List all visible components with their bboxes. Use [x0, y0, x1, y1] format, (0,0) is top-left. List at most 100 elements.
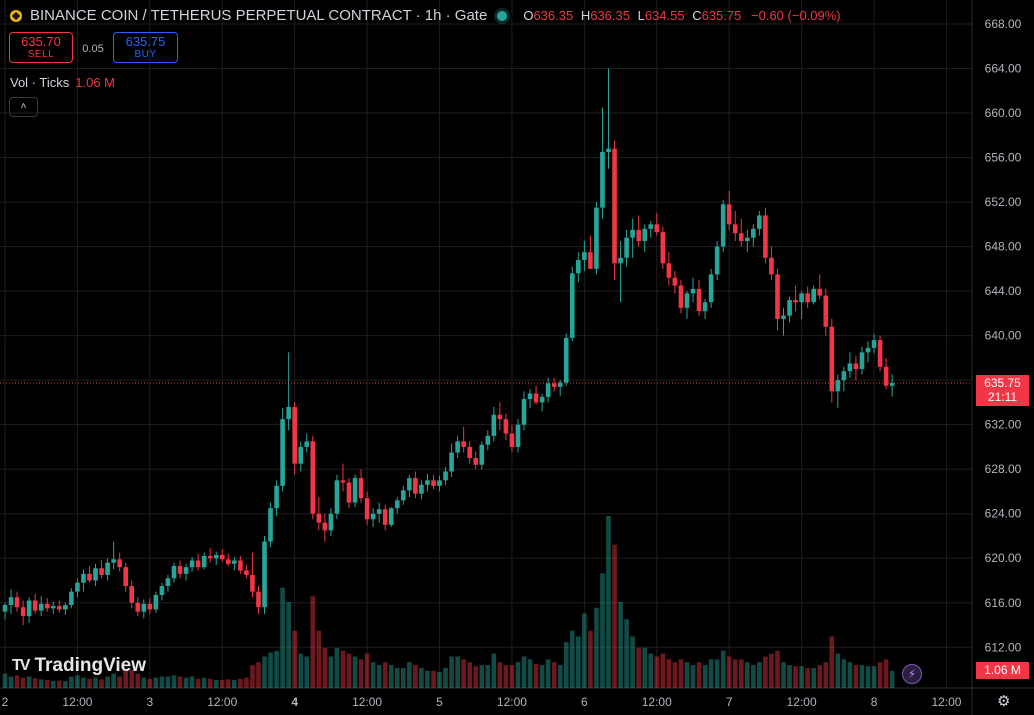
- candle-body: [738, 233, 744, 242]
- volume-bar: [431, 670, 436, 688]
- volume-bar: [545, 659, 551, 688]
- collapse-legend-button[interactable]: ˄: [9, 97, 38, 117]
- volume-bar: [738, 659, 744, 688]
- volume-bar: [26, 676, 32, 688]
- candle-body: [219, 554, 225, 560]
- candle-body: [883, 366, 889, 386]
- candle-body: [165, 578, 171, 587]
- candle-body: [346, 482, 352, 503]
- candle-body: [280, 419, 285, 486]
- volume-bar: [135, 673, 141, 688]
- candle-body: [32, 600, 38, 611]
- candle-body: [509, 433, 515, 447]
- volume-bar: [213, 679, 219, 688]
- volume-bar: [238, 678, 243, 688]
- volume-bar: [654, 656, 660, 688]
- volume-bar: [153, 677, 159, 688]
- volume-bar: [129, 669, 135, 688]
- volume-bar: [600, 573, 605, 688]
- candle-body: [576, 259, 581, 274]
- volume-bar: [527, 659, 533, 688]
- time-axis[interactable]: 2 12:00 3 12:00 4 12:00 5 12:00 6 12:00 7 12:00 8 12:…: [2, 695, 962, 709]
- candle-body: [491, 414, 497, 436]
- volume-bar: [618, 602, 623, 688]
- volume-bar: [159, 676, 165, 688]
- volume-bar: [328, 656, 334, 688]
- volume-bar: [388, 665, 394, 688]
- candle-body: [8, 597, 14, 605]
- candle-body: [781, 315, 786, 319]
- tradingview-logo[interactable]: TV TradingView: [12, 655, 146, 677]
- price-axis[interactable]: 668.00 664.00 660.00 656.00 652.00 648.00 644.…: [985, 17, 1022, 654]
- volume-bar: [569, 630, 575, 688]
- symbol-title[interactable]: BINANCE COIN / TETHERUS PERPETUAL CONTRA…: [30, 7, 488, 24]
- candle-body: [521, 399, 527, 425]
- volume-bar: [763, 656, 768, 688]
- open-label: O: [523, 8, 534, 23]
- candle-body: [763, 215, 768, 258]
- volume-bar: [93, 677, 98, 688]
- candle-body: [57, 606, 62, 610]
- price-tick-label: 656.00: [985, 151, 1022, 165]
- candle-body: [292, 406, 297, 464]
- last-price-value: 635.75: [984, 376, 1021, 390]
- volume-bar: [582, 613, 587, 688]
- sell-button[interactable]: 635.70 SELL: [9, 32, 73, 63]
- volume-bar: [684, 662, 690, 688]
- candle-body: [388, 508, 394, 525]
- buy-button[interactable]: 635.75 BUY: [113, 32, 178, 63]
- candle-body: [262, 541, 267, 608]
- volume-bar: [781, 662, 786, 688]
- candle-body: [213, 554, 219, 559]
- volume-bar: [533, 663, 539, 688]
- volume-bar: [690, 665, 696, 688]
- candle-body: [147, 603, 153, 610]
- volume-bar: [726, 656, 732, 688]
- candle-body: [81, 573, 86, 583]
- candle-body: [244, 570, 249, 575]
- volume-bar: [376, 665, 382, 688]
- volume-bar: [503, 665, 509, 688]
- open-value: 636.35: [533, 8, 574, 23]
- price-tick-label: 652.00: [985, 195, 1022, 209]
- high-label: H: [580, 8, 591, 23]
- volume-bar: [678, 659, 684, 688]
- volume-bar: [630, 636, 635, 688]
- volume-bar: [316, 630, 322, 688]
- volume-bar: [358, 659, 364, 688]
- low-value: 634.55: [644, 8, 685, 23]
- candle-body: [250, 574, 255, 592]
- candle-body: [183, 567, 189, 574]
- volume-bar: [44, 679, 50, 688]
- candle-body: [2, 604, 8, 612]
- candle-body: [751, 228, 756, 238]
- volume-bar: [479, 665, 485, 688]
- volume-bar: [219, 679, 225, 688]
- time-tick-label: 12:00: [642, 695, 672, 709]
- time-tick-label: 8: [871, 695, 878, 709]
- volume-bar: [720, 650, 726, 688]
- candle-body: [799, 293, 804, 303]
- candle-body: [467, 446, 472, 459]
- candle-body: [696, 288, 702, 312]
- candle-body: [636, 229, 641, 242]
- candle-body: [527, 393, 533, 400]
- candle-body: [340, 480, 346, 483]
- volume-bar: [364, 653, 370, 688]
- candle-body: [141, 603, 147, 612]
- last-price-tag: 635.75 21:11: [976, 375, 1029, 406]
- candle-body: [334, 480, 340, 514]
- price-tick-label: 664.00: [985, 62, 1022, 76]
- candle-body: [135, 602, 141, 612]
- candle-body: [859, 352, 865, 370]
- time-tick-label: 12:00: [931, 695, 961, 709]
- price-tick-label: 640.00: [985, 329, 1022, 343]
- volume-bar: [865, 666, 871, 688]
- volume-bar: [714, 659, 720, 688]
- bolt-icon[interactable]: ⚡: [902, 664, 922, 684]
- candle-body: [817, 288, 823, 296]
- candle-body: [87, 573, 92, 581]
- volume-legend[interactable]: Vol · Ticks 1.06 M: [10, 75, 115, 90]
- settings-gear-icon[interactable]: ⚙: [997, 693, 1011, 710]
